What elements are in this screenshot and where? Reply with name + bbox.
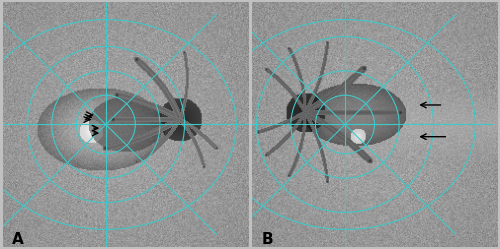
Text: B: B <box>262 232 273 247</box>
Text: A: A <box>12 232 24 247</box>
